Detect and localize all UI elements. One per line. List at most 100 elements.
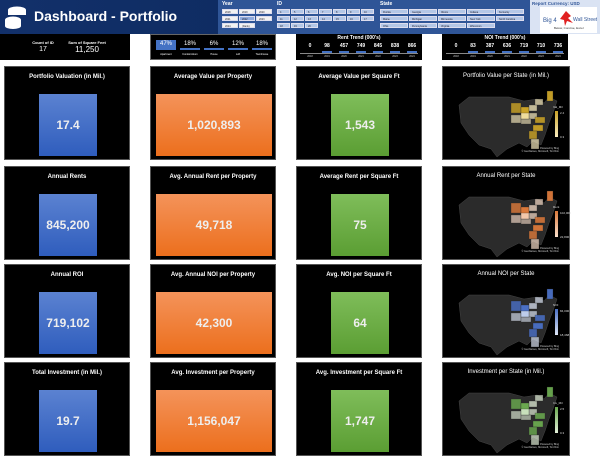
trend-year: 2021: [504, 55, 510, 58]
page-title: Dashboard - Portfolio: [34, 8, 178, 24]
coins-icon: [5, 6, 26, 29]
id-slicer-item[interactable]: 8: [333, 9, 346, 14]
id-slicer-item[interactable]: 10: [361, 9, 374, 14]
currency-panel: Report Currency: USD Big 4 Wall Street Bel…: [530, 0, 600, 34]
category-bar: [156, 48, 176, 50]
state-slicer-item[interactable]: Virginia: [438, 23, 466, 28]
id-slicer-item[interactable]: 9: [347, 9, 360, 14]
map-legend-scale: [555, 111, 558, 137]
id-slicer-item[interactable]: 14: [319, 16, 332, 21]
trend-bar: [356, 51, 366, 53]
state-slicer-item[interactable]: Pennsylvania: [409, 23, 437, 28]
kpi-card-value: 1,020,893: [156, 94, 272, 156]
state-slicer-item[interactable]: New York: [467, 16, 495, 21]
state-slicer-item[interactable]: Georgia: [409, 9, 437, 14]
kpi-card-value: 19.7: [39, 390, 97, 452]
state-slicer-title: State: [380, 1, 393, 7]
id-slicer-item[interactable]: 17: [361, 16, 374, 21]
map-legend-max: 102,000: [560, 211, 571, 215]
map-legend-scale: [555, 407, 558, 433]
us-map[interactable]: [449, 183, 559, 259]
id-slicer-item[interactable]: 6: [305, 9, 318, 14]
year-slicer-item[interactable]: 2022: [239, 16, 255, 21]
category-percent[interactable]: 18%: [255, 41, 268, 47]
id-slicer-item[interactable]: 20: [305, 23, 318, 28]
state-slicer-item[interactable]: Kentucky: [496, 9, 524, 14]
year-slicer-item[interactable]: 2021: [222, 16, 238, 21]
map-credit: Powered by Bing © GeoNames, Microsoft, T…: [521, 345, 560, 351]
trend-bar: [536, 51, 546, 53]
state-slicer-item[interactable]: Maine: [380, 16, 408, 21]
map-card: Portfolio Value per State (in Mil.) Val_M…: [442, 66, 570, 160]
map-legend-min: 0.3: [560, 135, 565, 139]
map-card: Annual Rent per State Rent 102,000 22,800 Po…: [442, 166, 571, 260]
state-slicer-item[interactable]: Indiana: [467, 9, 495, 14]
id-slicer-item[interactable]: 11: [277, 16, 290, 21]
trend-year: 2024: [409, 55, 415, 58]
trend-bar: [468, 51, 478, 53]
trend-value: 710: [536, 43, 546, 49]
trend-value: 866: [407, 43, 417, 49]
trend-bar: [407, 51, 417, 53]
state-slicer-item[interactable]: Michigan: [409, 16, 437, 21]
kpi-card-title: Total Investment (in Mil.): [32, 370, 102, 376]
trend-value: 736: [553, 43, 563, 49]
trend-bar: [485, 51, 495, 53]
trend-value: 749: [356, 43, 366, 49]
state-slicer-item[interactable]: Florida: [380, 9, 408, 14]
us-map[interactable]: [449, 83, 559, 159]
kpi-card: Avg. Investment per Property 1,156,047: [150, 362, 276, 456]
category-percent[interactable]: 47%: [156, 40, 176, 48]
map-legend-min: 22,800: [560, 235, 570, 239]
state-slicer-item[interactable]: North Carolina: [496, 16, 524, 21]
map-legend-scale: [555, 211, 558, 237]
kpi-card-title: Avg. Annual NOI per Property: [170, 272, 256, 278]
svg-text:Wall Street: Wall Street: [573, 17, 597, 23]
trend-year: 2019: [470, 55, 476, 58]
id-slicer-item[interactable]: 18: [277, 23, 290, 28]
trend-value: 457: [339, 43, 349, 49]
category-percent[interactable]: 12%: [231, 41, 244, 47]
us-map[interactable]: [449, 379, 559, 455]
kpi-card-value: 17.4: [39, 94, 97, 156]
map-legend-title: NOI: [553, 303, 559, 307]
category-bar: [204, 48, 224, 50]
kpi-card-value: 49,718: [156, 194, 272, 256]
trend-bar: [339, 51, 349, 53]
state-slicer-item[interactable]: Illinois: [438, 9, 466, 14]
state-slicer-item[interactable]: Wisconsin: [467, 23, 495, 28]
kpi-card: Annual Rents 845,200: [4, 166, 130, 260]
trend-bar: [390, 51, 400, 53]
category-percent[interactable]: 6%: [209, 41, 219, 47]
id-slicer-item[interactable]: 16: [347, 16, 360, 21]
map-title: Investment per State (in Mil.): [467, 369, 545, 375]
id-slicer-item[interactable]: 4: [277, 9, 290, 14]
category-bar: [252, 48, 272, 50]
year-slicer-item[interactable]: (blank): [239, 23, 255, 28]
us-map[interactable]: [449, 281, 559, 357]
kpi-card-value: 75: [331, 194, 389, 256]
kpi-card-title: Average Rent per Square Ft: [319, 174, 399, 180]
year-slicer-item[interactable]: 2019: [239, 9, 255, 14]
trend-axis: [300, 53, 418, 54]
map-legend-max: 2.5: [560, 407, 565, 411]
year-slicer-item[interactable]: 2020: [256, 9, 272, 14]
id-slicer-item[interactable]: 19: [291, 23, 304, 28]
trend-year: 2023: [538, 55, 544, 58]
trend-value: 636: [502, 43, 512, 49]
rent-trend: Rent Trend (000's) 0 2018 98 2019 457 2020 749…: [296, 34, 422, 60]
state-slicer-item[interactable]: Ohio: [380, 23, 408, 28]
id-slicer-item[interactable]: 12: [291, 16, 304, 21]
year-slicer-item[interactable]: 2023: [256, 16, 272, 21]
id-slicer-item[interactable]: 15: [333, 16, 346, 21]
state-slicer-item[interactable]: Minnesota: [438, 16, 466, 21]
kpi-card: Avg. Annual Rent per Property 49,718: [150, 166, 276, 260]
id-slicer-item[interactable]: 5: [291, 9, 304, 14]
year-slicer-item[interactable]: 2018: [222, 9, 238, 14]
category-percent[interactable]: 18%: [183, 41, 196, 47]
year-slicer-item[interactable]: 2024: [222, 23, 238, 28]
id-slicer-item[interactable]: 7: [319, 9, 332, 14]
trend-bar: [502, 51, 512, 53]
id-slicer-item[interactable]: 13: [305, 16, 318, 21]
kpi-card: Portfolio Valuation (in Mil.) 17.4: [4, 66, 130, 160]
